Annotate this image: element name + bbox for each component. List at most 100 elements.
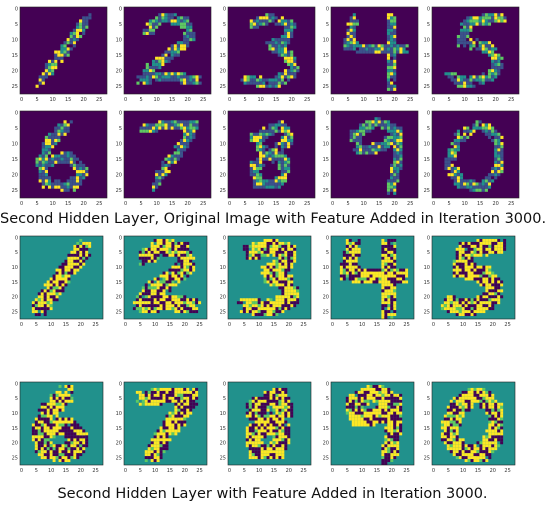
heatmap-cell xyxy=(281,265,285,269)
heatmap-cell xyxy=(491,441,495,445)
heatmap-cell xyxy=(266,444,270,448)
heatmap-cell xyxy=(66,160,70,164)
heatmap-cell xyxy=(40,411,44,415)
heatmap-cell xyxy=(396,420,400,424)
heatmap-cell xyxy=(449,429,453,433)
heatmap-cell xyxy=(491,274,495,278)
heatmap-cell xyxy=(156,244,160,248)
heatmap-cell xyxy=(482,241,486,245)
heatmap-cell xyxy=(141,286,145,290)
heatmap-cell xyxy=(176,154,180,158)
heatmap-cell xyxy=(458,453,462,457)
x-tick-label: 5 xyxy=(447,201,450,207)
heatmap-cell xyxy=(141,301,145,305)
heatmap-cell xyxy=(387,286,391,290)
heatmap-cell xyxy=(79,438,83,442)
heatmap-cell xyxy=(390,459,394,463)
heatmap-cell xyxy=(475,123,479,127)
heatmap-cell xyxy=(183,16,187,20)
x-tick-label: 5 xyxy=(35,322,38,328)
heatmap-cell xyxy=(491,298,495,302)
heatmap-cell xyxy=(476,238,480,242)
heatmap-cell xyxy=(69,151,73,155)
heatmap-cell xyxy=(381,459,385,463)
heatmap-cell xyxy=(284,244,288,248)
heatmap-cell xyxy=(287,138,291,143)
heatmap-cell xyxy=(186,274,190,278)
heatmap-cell xyxy=(360,402,364,406)
heatmap-cell xyxy=(280,145,284,149)
heatmap-cell xyxy=(354,280,358,284)
heatmap-cell xyxy=(464,456,468,460)
x-tick-label: 0 xyxy=(331,97,334,103)
heatmap-cell xyxy=(283,166,288,171)
heatmap-cell xyxy=(386,59,391,63)
heatmap-cell xyxy=(387,459,391,463)
heatmap-cell xyxy=(354,390,358,394)
heatmap-cell xyxy=(449,447,453,451)
heatmap-cell xyxy=(390,176,394,180)
heatmap-cell xyxy=(491,420,495,424)
heatmap-cell xyxy=(363,423,367,427)
heatmap-cell xyxy=(183,408,187,412)
heatmap-cell xyxy=(263,250,267,254)
heatmap-cell xyxy=(390,22,394,26)
heatmap-cell xyxy=(290,31,294,35)
heatmap-cell xyxy=(456,176,460,180)
heatmap-cell xyxy=(189,34,193,39)
heatmap-cell xyxy=(287,160,291,164)
heatmap-cell xyxy=(449,432,453,436)
heatmap-cell xyxy=(72,34,76,39)
heatmap-cell xyxy=(447,157,451,161)
heatmap-cell xyxy=(497,277,501,281)
heatmap-cell xyxy=(491,19,495,23)
heatmap-cell xyxy=(249,138,253,143)
heatmap-cell xyxy=(141,262,145,266)
heatmap-cell xyxy=(46,432,50,436)
heatmap-cell xyxy=(369,411,373,415)
heatmap-cell xyxy=(265,179,269,183)
heatmap-cell xyxy=(366,396,370,400)
heatmap-cell xyxy=(72,188,76,192)
heatmap-cell xyxy=(484,126,488,130)
heatmap-cell xyxy=(183,19,187,23)
heatmap-cell xyxy=(399,408,403,412)
heatmap-cell xyxy=(272,387,276,391)
heatmap-cell xyxy=(390,453,394,457)
heatmap-cell xyxy=(384,402,388,406)
heatmap-cell xyxy=(61,432,65,436)
heatmap-cell xyxy=(85,241,89,245)
heatmap-cell xyxy=(179,19,184,23)
heatmap-cell xyxy=(31,429,35,433)
heatmap-cell xyxy=(263,423,267,427)
heatmap-cell xyxy=(450,166,454,171)
heatmap-cell xyxy=(384,405,388,409)
heatmap-cell xyxy=(260,313,264,317)
heatmap-cell xyxy=(500,426,504,430)
heatmap-cell xyxy=(266,402,270,406)
heatmap-cell xyxy=(491,289,495,293)
heatmap-cell xyxy=(82,247,86,251)
heatmap-cell xyxy=(500,429,504,433)
heatmap-cell xyxy=(375,417,379,421)
heatmap-cell xyxy=(287,31,291,35)
heatmap-cell xyxy=(399,402,403,406)
heatmap-cell xyxy=(396,280,400,284)
heatmap-cell xyxy=(444,166,448,171)
y-tick-label: 10 xyxy=(424,411,430,417)
y-tick-label: 5 xyxy=(326,396,329,402)
heatmap-cell xyxy=(145,78,149,82)
heatmap-cell xyxy=(494,129,498,133)
heatmap-cell xyxy=(260,435,264,439)
heatmap-cell xyxy=(363,399,367,403)
heatmap-cell xyxy=(452,411,456,415)
heatmap-cell xyxy=(34,304,38,308)
heatmap-cell xyxy=(369,280,373,284)
heatmap-cell xyxy=(374,151,378,155)
heatmap-cell xyxy=(82,170,86,174)
heatmap-cell xyxy=(456,75,460,79)
heatmap-cell xyxy=(67,387,71,391)
heatmap-cell xyxy=(479,393,483,397)
heatmap-cell xyxy=(167,120,171,124)
heatmap-cell xyxy=(161,78,165,82)
